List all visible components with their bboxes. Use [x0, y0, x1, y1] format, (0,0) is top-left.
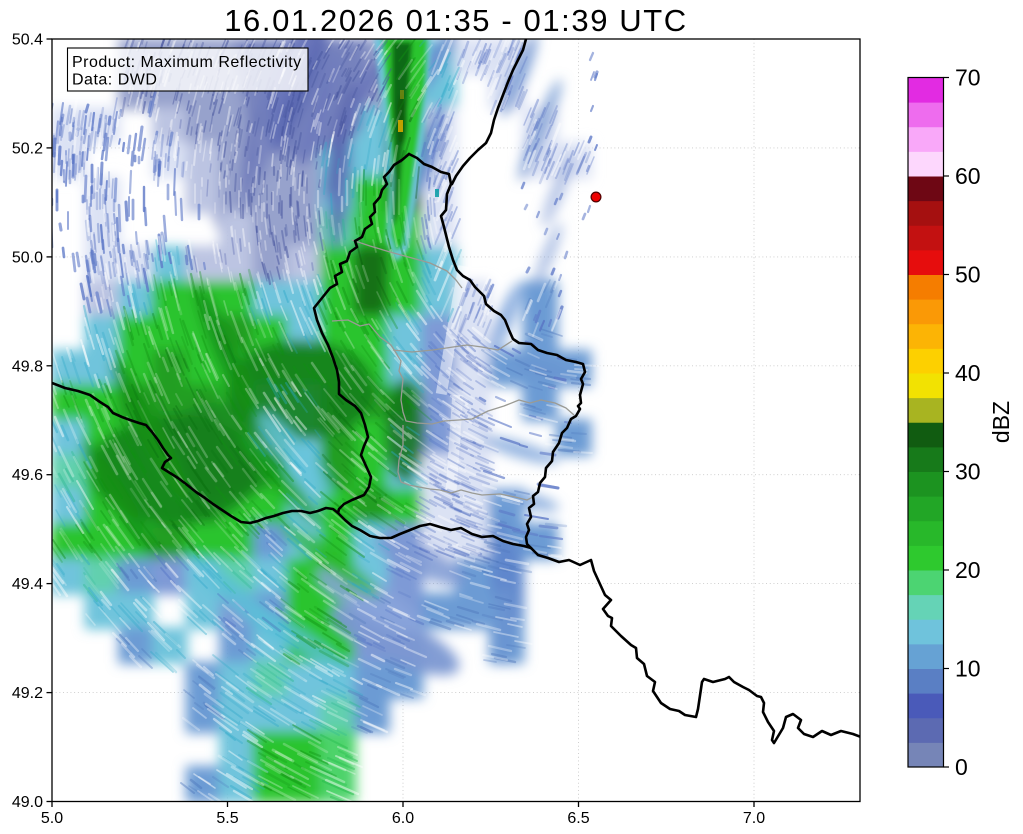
svg-text:5.5: 5.5 — [216, 810, 238, 827]
svg-text:5.0: 5.0 — [41, 810, 63, 827]
svg-text:50.4: 50.4 — [12, 32, 43, 49]
svg-text:50.0: 50.0 — [12, 249, 43, 266]
svg-text:49.6: 49.6 — [12, 467, 43, 484]
svg-text:30: 30 — [955, 459, 981, 485]
svg-text:Data: DWD: Data: DWD — [72, 72, 157, 89]
svg-text:0: 0 — [955, 754, 968, 780]
svg-text:49.0: 49.0 — [12, 794, 43, 811]
svg-text:16.01.2026 01:35 - 01:39 UTC: 16.01.2026 01:35 - 01:39 UTC — [224, 3, 688, 38]
svg-text:49.2: 49.2 — [12, 685, 43, 702]
svg-text:40: 40 — [955, 360, 981, 386]
svg-text:49.8: 49.8 — [12, 358, 43, 375]
svg-text:70: 70 — [955, 65, 981, 91]
svg-text:60: 60 — [955, 163, 981, 189]
svg-text:6.5: 6.5 — [567, 810, 589, 827]
svg-text:dBZ: dBZ — [988, 401, 1014, 443]
svg-text:20: 20 — [955, 557, 981, 583]
svg-text:49.4: 49.4 — [12, 576, 43, 593]
svg-text:50.2: 50.2 — [12, 140, 43, 157]
svg-text:6.0: 6.0 — [392, 810, 414, 827]
svg-text:Product: Maximum Reflectivity: Product: Maximum Reflectivity — [72, 54, 302, 71]
svg-text:50: 50 — [955, 262, 981, 288]
svg-text:7.0: 7.0 — [743, 810, 765, 827]
svg-text:10: 10 — [955, 656, 981, 682]
